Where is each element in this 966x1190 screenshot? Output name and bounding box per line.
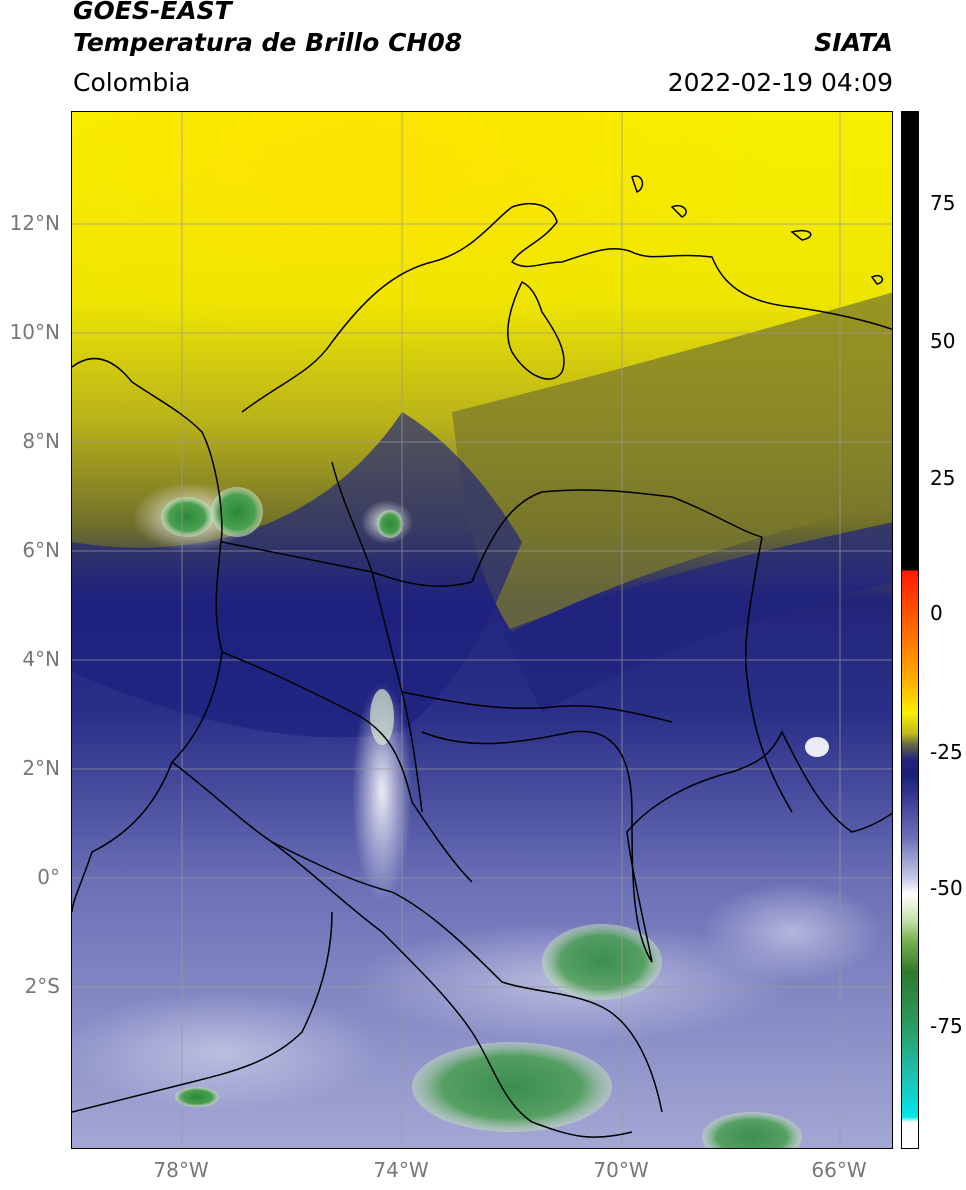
colorbar-gradient <box>902 112 918 1148</box>
lon-label-74w: 74°W <box>373 1158 429 1182</box>
satellite-imagery <box>72 112 892 1148</box>
lat-label-6n: 6°N <box>22 538 60 562</box>
lat-label-0: 0° <box>37 865 60 889</box>
boundaries <box>72 175 892 1138</box>
lon-label-78w: 78°W <box>153 1158 209 1182</box>
lat-label-2n: 2°N <box>22 756 60 780</box>
colorbar-tick-50: 50 <box>930 329 956 353</box>
colorbar <box>901 111 919 1149</box>
region-subtitle: Colombia <box>73 68 191 97</box>
colorbar-tick-25: 25 <box>930 466 956 490</box>
organization-label: SIATA <box>814 28 893 57</box>
satellite-title: GOES-EAST <box>73 0 232 25</box>
lat-label-10n: 10°N <box>9 320 60 344</box>
datetime-label: 2022-02-19 04:09 <box>667 68 893 97</box>
satellite-map <box>71 111 893 1149</box>
colorbar-tick-minus-50: -50 <box>930 876 963 900</box>
colorbar-tick-minus-25: -25 <box>930 740 963 764</box>
graticule <box>72 112 892 1148</box>
colorbar-tick-minus-75: -75 <box>930 1014 963 1038</box>
lon-label-70w: 70°W <box>593 1158 649 1182</box>
lat-label-2s: 2°S <box>24 974 60 998</box>
lat-label-12n: 12°N <box>9 211 60 235</box>
colorbar-tick-0: 0 <box>930 601 943 625</box>
lon-label-66w: 66°W <box>811 1158 867 1182</box>
product-title: Temperatura de Brillo CH08 <box>73 28 463 57</box>
lat-label-8n: 8°N <box>22 429 60 453</box>
lat-label-4n: 4°N <box>22 647 60 671</box>
colorbar-tick-75: 75 <box>930 191 956 215</box>
